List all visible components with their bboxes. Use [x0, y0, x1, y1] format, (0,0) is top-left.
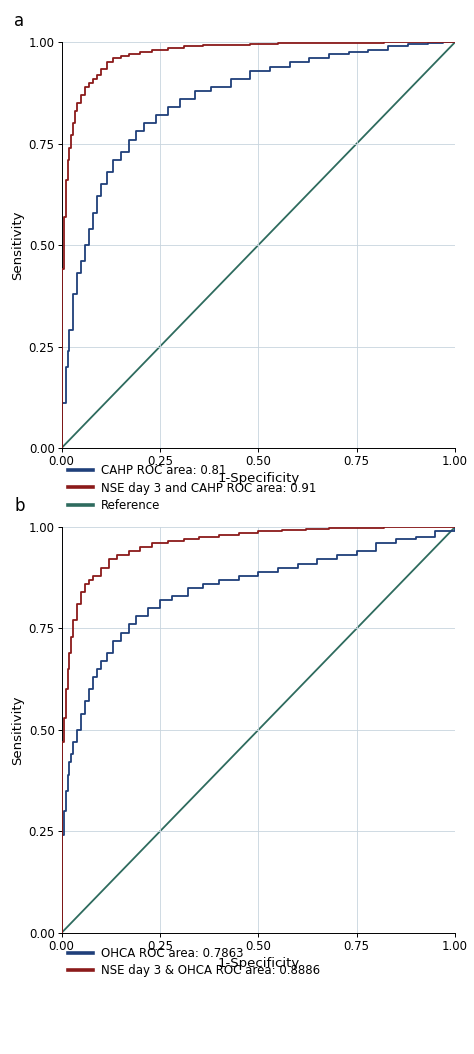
- Y-axis label: Sensitivity: Sensitivity: [11, 211, 25, 279]
- X-axis label: 1-Specificity: 1-Specificity: [217, 472, 300, 485]
- Text: a: a: [14, 12, 25, 30]
- Legend: OHCA ROC area: 0.7863, NSE day 3 & OHCA ROC area: 0.8886: OHCA ROC area: 0.7863, NSE day 3 & OHCA …: [67, 948, 319, 977]
- Legend: CAHP ROC area: 0.81, NSE day 3 and CAHP ROC area: 0.91, Reference: CAHP ROC area: 0.81, NSE day 3 and CAHP …: [67, 465, 316, 511]
- Y-axis label: Sensitivity: Sensitivity: [11, 696, 25, 764]
- Text: b: b: [14, 496, 25, 514]
- X-axis label: 1-Specificity: 1-Specificity: [217, 957, 300, 970]
